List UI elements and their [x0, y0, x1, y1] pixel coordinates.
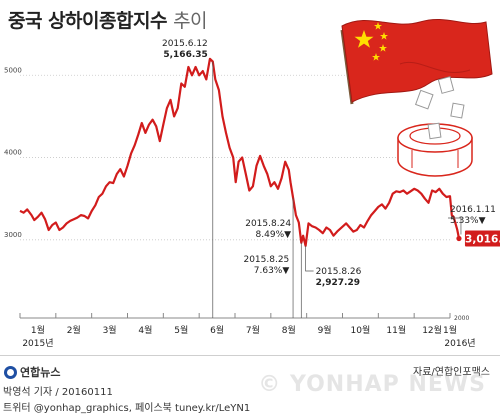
x-tick-label: 5월 [174, 324, 188, 336]
x-year-end: 2016년 [444, 338, 475, 349]
social-links: 트위터 @yonhap_graphics, 페이스북 tuney.kr/LeYN… [3, 403, 251, 414]
jan11-leader [448, 217, 462, 235]
aug26-annotation-date: 2015.8.26 [316, 267, 362, 277]
peak-annotation-date: 2015.6.12 [162, 39, 208, 49]
last-value-label: 3,016.70 [465, 234, 500, 246]
peak-annotation-value: 5,166.35 [163, 50, 207, 60]
title-sub: 추이 [173, 10, 208, 32]
aug25-annotation-value: 7.63%▼ [254, 266, 290, 276]
x-tick-label: 3월 [103, 324, 117, 336]
x-tick-label: 6월 [210, 324, 224, 336]
watermark: © YONHAP NEWS [258, 372, 486, 397]
x-tick-label: 9월 [318, 324, 332, 336]
byline: 박영석 기자 / 20160111 [3, 387, 113, 398]
source-credit: 자료/연합인포맥스 [413, 367, 490, 378]
annotation-layer: 2015.6.125,166.35 2015.8.248.49%▼ 2015.8.2… [162, 39, 500, 318]
chart-title: 중국 상하이종합지수 추이 [8, 6, 208, 33]
yonhap-logo: 연합뉴스 [4, 364, 60, 380]
series-line-shanghai-composite [19, 57, 461, 247]
x-tick-label: 1월 [31, 324, 45, 336]
decoration-layer [340, 18, 493, 177]
title-main: 중국 상하이종합지수 [8, 10, 167, 32]
data-layer [19, 57, 461, 247]
aug26-leader [305, 245, 314, 272]
jan11-annotation-value: 5.33%▼ [450, 216, 486, 226]
y-tick-label: 4000 [4, 149, 22, 157]
x-extra-label: 2000 [454, 315, 469, 322]
ballot-box-icon [397, 76, 473, 177]
china-flag-icon [340, 18, 493, 105]
x-tick-label: 2월 [67, 324, 81, 336]
x-tick-label: 11월 [386, 324, 406, 336]
yonhap-logo-icon [4, 365, 17, 379]
x-tick-label: 12월 [422, 324, 442, 336]
aug26-annotation-value: 2,927.29 [316, 278, 360, 288]
y-tick-label: 5000 [4, 66, 22, 74]
x-tick-label: 1월 [443, 324, 457, 336]
jan11-annotation-date: 2016.1.11 [450, 205, 496, 215]
last-value-badge [464, 230, 500, 247]
footer-divider [0, 355, 500, 356]
x-year-start: 2015년 [22, 338, 53, 349]
y-tick-label: 3000 [4, 231, 22, 239]
x-tick-label: 8월 [282, 324, 296, 336]
logo-text: 연합뉴스 [20, 366, 61, 379]
x-tick-label: 7월 [246, 324, 260, 336]
aug24-annotation-value: 8.49%▼ [256, 230, 292, 240]
aug25-annotation-date: 2015.8.25 [243, 255, 289, 265]
x-tick-label: 10월 [351, 324, 371, 336]
last-point-marker [456, 235, 462, 242]
x-tick-label: 4월 [138, 324, 152, 336]
aug24-annotation-date: 2015.8.24 [245, 219, 291, 229]
